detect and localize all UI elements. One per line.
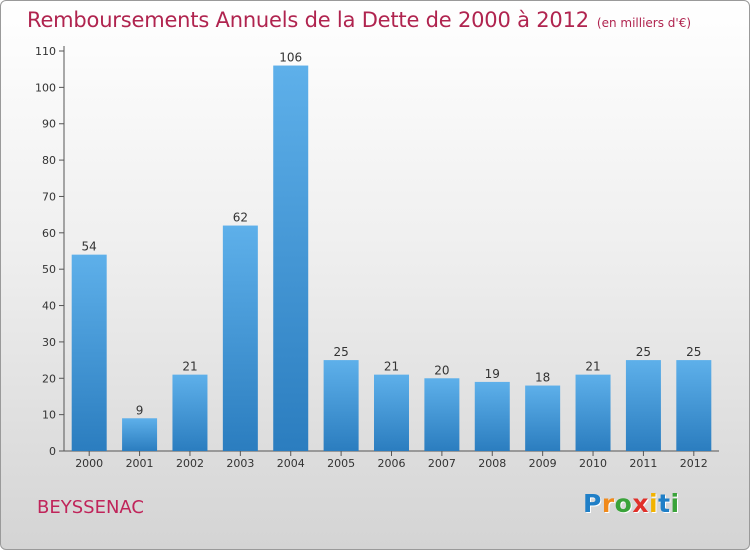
- y-tick-label: 60: [42, 227, 56, 240]
- bar: [525, 385, 561, 451]
- data-label: 18: [535, 371, 550, 385]
- data-label: 9: [136, 403, 144, 417]
- data-label: 25: [333, 345, 348, 359]
- x-tick-label: 2000: [75, 457, 103, 470]
- y-tick-label: 0: [49, 445, 56, 458]
- x-tick-label: 2008: [478, 457, 506, 470]
- y-tick-label: 100: [35, 81, 56, 94]
- logo-letter: o: [614, 489, 633, 518]
- logo-letter: i: [670, 489, 680, 518]
- x-tick-label: 2001: [126, 457, 154, 470]
- data-label: 19: [485, 367, 500, 381]
- x-tick-label: 2012: [680, 457, 708, 470]
- chart-unit-label: (en milliers d'€): [596, 16, 692, 30]
- y-tick-label: 30: [42, 336, 56, 349]
- logo-letter: r: [601, 489, 615, 518]
- bar: [676, 360, 712, 451]
- bar: [474, 381, 510, 451]
- bar: [273, 65, 309, 451]
- title-row: Remboursements Annuels de la Dette de 20…: [27, 8, 691, 32]
- x-tick-label: 2009: [529, 457, 557, 470]
- y-tick-label: 50: [42, 263, 56, 276]
- proxiti-logo: Proxiti: [583, 489, 680, 518]
- y-tick-label: 90: [42, 118, 56, 131]
- x-tick-label: 2005: [327, 457, 355, 470]
- bars: [71, 65, 712, 451]
- logo-letter: P: [583, 489, 602, 518]
- x-tick-label: 2003: [226, 457, 254, 470]
- y-tick-label: 70: [42, 190, 56, 203]
- data-label: 21: [182, 360, 197, 374]
- x-tick-label: 2010: [579, 457, 607, 470]
- data-label: 25: [686, 345, 701, 359]
- y-tick-label: 10: [42, 409, 56, 422]
- bar: [323, 360, 359, 451]
- y-tick-label: 20: [42, 372, 56, 385]
- data-label: 20: [434, 363, 449, 377]
- y-tick-label: 40: [42, 300, 56, 313]
- x-tick-label: 2004: [277, 457, 305, 470]
- x-tick-label: 2011: [629, 457, 657, 470]
- logo-letter: x: [632, 489, 649, 518]
- bar: [575, 374, 611, 451]
- data-label: 25: [636, 345, 651, 359]
- y-tick-label: 80: [42, 154, 56, 167]
- bar: [122, 418, 158, 451]
- bar: [222, 225, 258, 451]
- logo-letter: t: [658, 489, 671, 518]
- bar: [374, 374, 409, 451]
- data-label: 62: [233, 211, 248, 225]
- bar: [172, 374, 208, 451]
- y-tick-label: 110: [35, 45, 56, 58]
- chart-title: Remboursements Annuels de la Dette de 20…: [27, 8, 589, 32]
- data-label: 21: [384, 360, 399, 374]
- x-tick-label: 2006: [378, 457, 406, 470]
- data-label: 21: [585, 360, 600, 374]
- data-label: 54: [82, 240, 97, 254]
- data-label: 106: [279, 51, 302, 65]
- bar: [424, 378, 460, 451]
- data-labels: 54 9 21 62 106 25 21 20 19 18 21 25 25: [82, 51, 702, 418]
- x-tick-label: 2007: [428, 457, 456, 470]
- bar: [625, 360, 661, 451]
- axes: 0 10 20 30 40 50 60 70 80 90 100 110 2000 2001 2002 200…: [35, 45, 719, 470]
- bar: [71, 254, 107, 451]
- logo-letter: i: [649, 489, 659, 518]
- x-tick-label: 2002: [176, 457, 204, 470]
- commune-name: BEYSSENAC: [37, 497, 144, 518]
